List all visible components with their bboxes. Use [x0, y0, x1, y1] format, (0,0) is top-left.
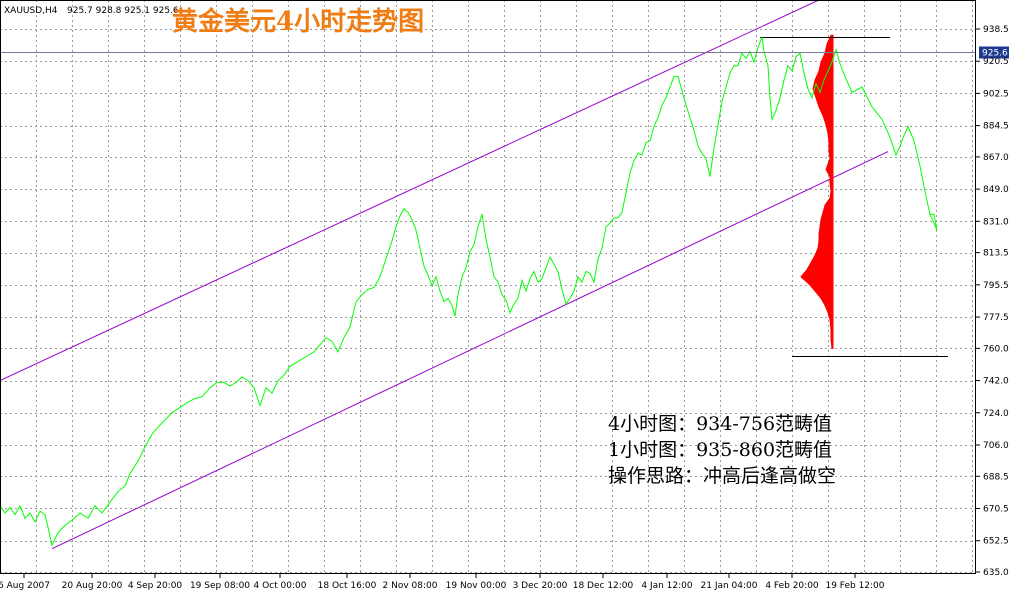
- y-tick-label-16: 652.5: [983, 537, 1009, 547]
- x-tick-label-13: 19 Feb 12:00: [825, 581, 884, 591]
- x-tick-label-3: 19 Sep 08:00: [190, 581, 250, 591]
- volume-profile: [800, 34, 834, 349]
- y-tick-label-0: 938.5: [983, 25, 1009, 35]
- chart-ohlc: 925.7 928.8 925.1 925.6: [67, 6, 179, 16]
- y-tick-label-5: 849.0: [983, 185, 1009, 195]
- y-tick-label-10: 760.0: [983, 344, 1009, 354]
- y-tick-label-13: 706.0: [983, 441, 1009, 451]
- plot-frame: [0, 0, 976, 574]
- y-axis: 938.5 920.5 902.5 884.5 867.0 849.0 831.0 813.5…: [976, 25, 1009, 578]
- y-tick-label-7: 813.5: [983, 249, 1009, 259]
- channel-upper-line: [0, 0, 821, 382]
- y-tick-label-11: 742.0: [983, 377, 1009, 387]
- x-tick-label-6: 2 Nov 08:00: [383, 581, 438, 591]
- chart-title: 黄金美元4小时走势图: [172, 6, 424, 37]
- y-tick-label-14: 688.5: [983, 472, 1009, 482]
- y-tick-label-3: 884.5: [983, 122, 1009, 132]
- volume-profile-area: [800, 34, 834, 349]
- y-tick-label-2: 902.5: [983, 89, 1009, 99]
- y-tick-label-15: 670.5: [983, 504, 1009, 514]
- y-tick-label-4: 867.0: [983, 153, 1009, 163]
- grid-lines: [0, 0, 976, 574]
- y-tick-label-6: 831.0: [983, 217, 1009, 227]
- x-tick-label-7: 19 Nov 00:00: [446, 581, 507, 591]
- price-line: [0, 36, 938, 547]
- current-price-label: 925.6: [982, 49, 1008, 59]
- y-tick-label-17: 635.0: [983, 568, 1009, 578]
- annotation-line-1: 4小时图：934-756范畴值: [608, 413, 832, 435]
- current-price-tag: [979, 46, 1009, 59]
- channel-lower-line: [51, 151, 889, 550]
- x-tick-label-8: 3 Dec 20:00: [513, 581, 568, 591]
- annotation-line-2: 1小时图：935-860范畴值: [608, 439, 832, 461]
- x-tick-label-12: 4 Feb 20:00: [765, 581, 819, 591]
- y-tick-label-9: 777.5: [983, 313, 1009, 323]
- annotation-line-3: 操作思路：冲高后逢高做空: [608, 465, 836, 487]
- x-axis: 6 Aug 2007 20 Aug 20:00 4 Sep 20:00 19 Sep …: [0, 574, 885, 591]
- current-price-marker: 925.6: [0, 46, 1009, 59]
- x-tick-label-4: 4 Oct 00:00: [254, 581, 307, 591]
- x-tick-label-1: 20 Aug 20:00: [62, 581, 123, 591]
- x-tick-label-9: 18 Dec 12:00: [573, 581, 634, 591]
- x-tick-label-2: 4 Sep 20:00: [128, 581, 183, 591]
- x-tick-label-11: 21 Jan 04:00: [701, 581, 758, 591]
- x-tick-label-5: 18 Oct 16:00: [318, 581, 377, 591]
- x-tick-label-10: 4 Jan 12:00: [641, 581, 693, 591]
- chart-symbol: XAUUSD,H4: [4, 6, 58, 16]
- y-tick-label-1: 920.5: [983, 57, 1009, 67]
- range-lines: [760, 37, 948, 357]
- y-tick-label-8: 795.5: [983, 281, 1009, 291]
- y-tick-label-12: 724.0: [983, 409, 1009, 419]
- price-series: [0, 36, 938, 547]
- x-tick-label-0: 6 Aug 2007: [0, 581, 50, 591]
- channel-lines: [0, 0, 889, 550]
